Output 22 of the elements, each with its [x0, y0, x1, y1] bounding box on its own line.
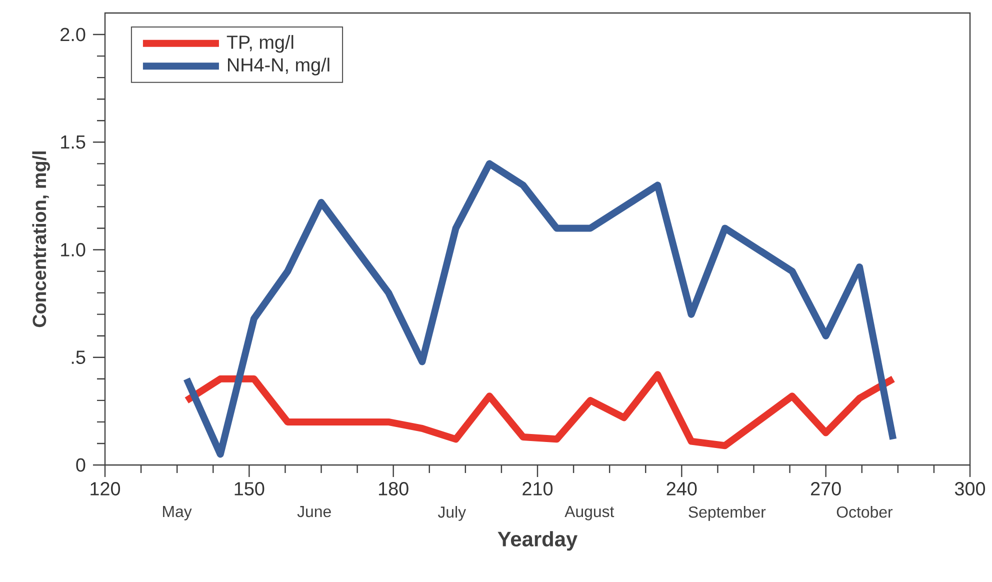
y-tick-label: 2.0 [60, 28, 86, 42]
y-tick-label: 1.0 [61, 243, 86, 256]
x-tick-label: 180 [378, 482, 408, 496]
x-tick-label: 240 [666, 482, 697, 496]
x-axis-title: Yearday [498, 531, 578, 551]
x-tick-label: 270 [810, 482, 841, 496]
text: May [163, 506, 192, 520]
y-tick-label: 0 [76, 458, 86, 472]
x-tick-label: 300 [954, 482, 986, 496]
x-tick-label: 150 [234, 482, 264, 496]
text: September [688, 506, 766, 521]
x-tick-label: 120 [90, 482, 120, 496]
y-axis-title: Concentration, mg/l [32, 151, 50, 328]
legend-label: TP, mg/l [226, 35, 294, 53]
x-tick-label: 210 [522, 482, 553, 496]
text: August [564, 506, 614, 520]
text: July [438, 506, 466, 521]
text: October [836, 506, 893, 518]
y-tick-label: .5 [72, 350, 86, 364]
y-tick-label: 1.5 [61, 136, 86, 149]
text: June [297, 506, 331, 518]
legend-label: NH4-N, mg/l [228, 58, 330, 76]
